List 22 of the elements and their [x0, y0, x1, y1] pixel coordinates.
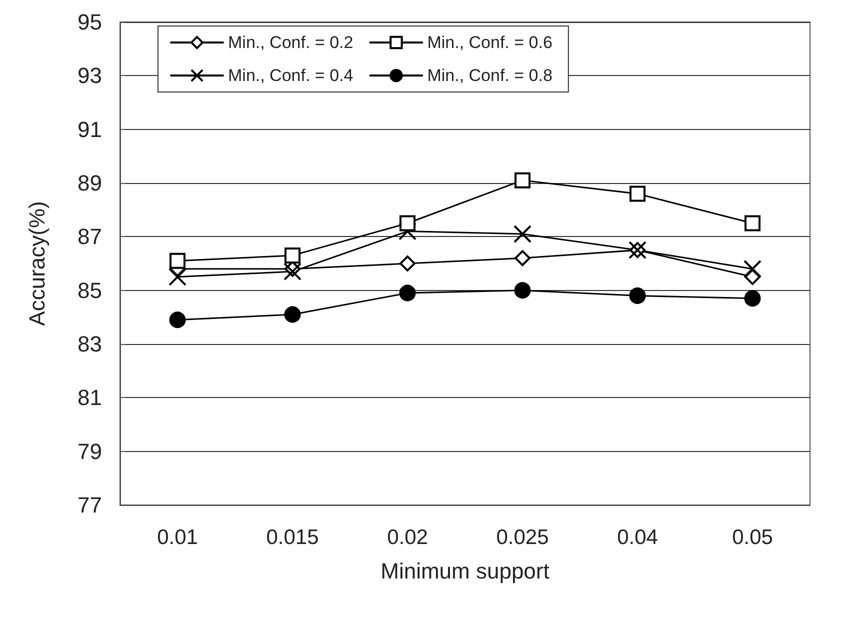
y-tick-label: 81	[78, 385, 102, 410]
x-tick-label: 0.02	[387, 526, 428, 549]
y-tick-label: 77	[78, 492, 102, 518]
x-tick-label: 0.01	[157, 526, 198, 549]
y-tick-label: 85	[78, 278, 102, 303]
legend-label: Min., Conf. = 0.2	[228, 33, 354, 52]
x-tick-label: 0.015	[266, 526, 319, 549]
y-tick-label: 91	[78, 116, 102, 142]
legend-label: Min., Conf. = 0.4	[228, 66, 354, 85]
x-tick-label: 0.05	[732, 526, 773, 549]
x-axis-title: Minimum support	[380, 558, 550, 584]
y-tick-label: 87	[78, 224, 102, 250]
y-tick-label: 95	[78, 10, 102, 34]
x-tick-label: 0.04	[617, 526, 658, 549]
y-tick-label: 93	[78, 63, 102, 88]
y-axis-title: Accuracy(%)	[24, 201, 50, 326]
legend-label: Min., Conf. = 0.8	[427, 66, 552, 85]
x-tick-label: 0.025	[496, 526, 549, 549]
y-tick-label: 89	[78, 170, 102, 196]
y-tick-label: 79	[78, 438, 102, 464]
y-tick-label: 83	[78, 332, 102, 356]
legend-label: Min., Conf. = 0.6	[427, 33, 552, 52]
